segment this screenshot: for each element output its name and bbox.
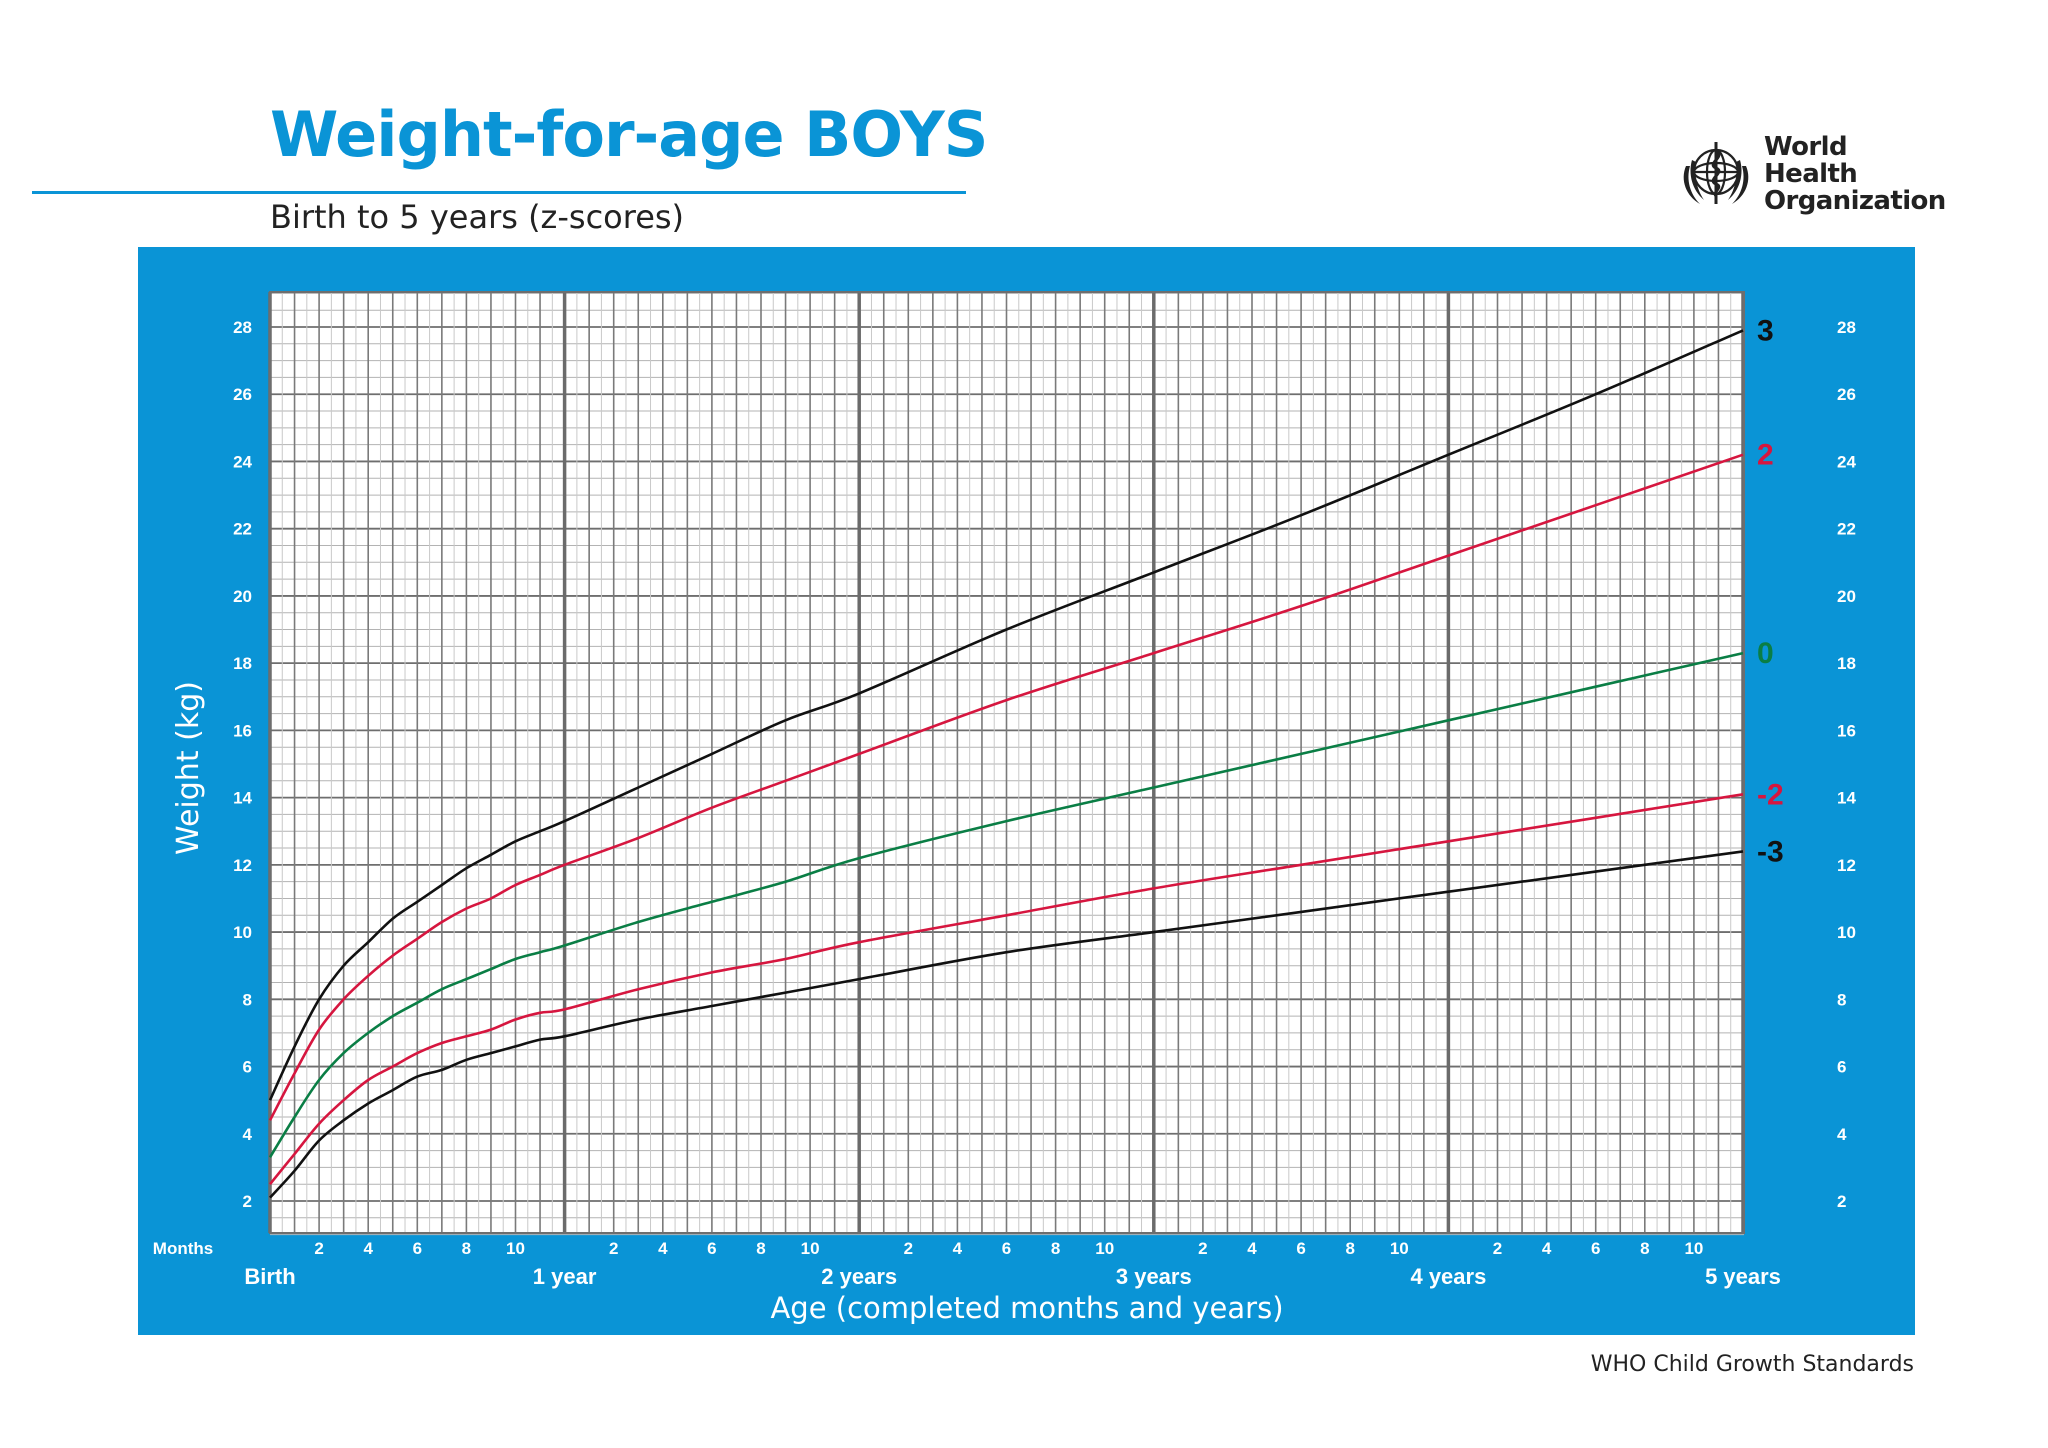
y-tick-label-left: 10 bbox=[233, 923, 252, 942]
x-year-label: 1 year bbox=[533, 1264, 597, 1289]
x-month-tick-label: 6 bbox=[413, 1239, 422, 1258]
y-tick-label-left: 12 bbox=[233, 856, 252, 875]
who-emblem-icon bbox=[1683, 142, 1749, 204]
y-tick-label-left: 22 bbox=[233, 520, 252, 539]
z-score-curve--3 bbox=[269, 850, 1744, 1199]
months-label: Months bbox=[153, 1239, 213, 1258]
z-score-label--3: -3 bbox=[1757, 835, 1784, 868]
x-month-tick-label: 4 bbox=[1542, 1239, 1552, 1258]
x-month-tick-label: 10 bbox=[1684, 1239, 1703, 1258]
x-year-label: 2 years bbox=[821, 1264, 897, 1289]
z-score-curve-2 bbox=[268, 453, 1744, 1121]
x-month-tick-label: 10 bbox=[801, 1239, 820, 1258]
axes: Weight (kg) Age (completed months and ye… bbox=[153, 318, 1857, 1325]
y-tick-label-left: 16 bbox=[233, 721, 252, 740]
x-month-tick-label: 2 bbox=[1198, 1239, 1207, 1258]
x-month-tick-label: 4 bbox=[363, 1239, 373, 1258]
y-tick-label-right: 20 bbox=[1837, 587, 1856, 606]
y-tick-label-right: 24 bbox=[1837, 452, 1856, 471]
y-tick-label-left: 8 bbox=[243, 990, 252, 1009]
z-score-label-0: 0 bbox=[1757, 637, 1774, 670]
z-score-curve--2 bbox=[268, 793, 1744, 1186]
z-score-label-2: 2 bbox=[1757, 439, 1774, 472]
z-score-label-3: 3 bbox=[1757, 314, 1774, 347]
x-month-tick-label: 6 bbox=[707, 1239, 716, 1258]
footer-source: WHO Child Growth Standards bbox=[1590, 1352, 1914, 1377]
y-tick-label-right: 14 bbox=[1837, 789, 1856, 808]
x-month-tick-label: 6 bbox=[1002, 1239, 1011, 1258]
x-month-tick-label: 8 bbox=[1640, 1239, 1649, 1258]
y-tick-label-right: 6 bbox=[1837, 1058, 1846, 1077]
title-underline bbox=[32, 191, 966, 194]
y-tick-label-right: 12 bbox=[1837, 856, 1856, 875]
x-month-tick-label: 8 bbox=[1345, 1239, 1354, 1258]
y-tick-label-left: 6 bbox=[243, 1058, 252, 1077]
chart-subtitle: Birth to 5 years (z-scores) bbox=[270, 198, 685, 236]
plot-border bbox=[269, 291, 1745, 1234]
x-month-tick-label: 10 bbox=[506, 1239, 525, 1258]
y-tick-label-right: 26 bbox=[1837, 385, 1856, 404]
z-score-curve-3 bbox=[268, 329, 1744, 1101]
x-axis-label: Age (completed months and years) bbox=[770, 1291, 1283, 1325]
chart-title: Weight-for-age BOYS bbox=[270, 98, 988, 171]
x-year-label: 3 years bbox=[1116, 1264, 1192, 1289]
who-logo-text: World Health Organization bbox=[1764, 131, 1946, 216]
x-month-tick-label: 10 bbox=[1390, 1239, 1409, 1258]
x-year-label: Birth bbox=[244, 1264, 295, 1289]
x-year-label: 5 years bbox=[1705, 1264, 1781, 1289]
y-tick-label-right: 10 bbox=[1837, 923, 1856, 942]
y-tick-label-right: 18 bbox=[1837, 654, 1856, 673]
x-month-tick-label: 4 bbox=[658, 1239, 668, 1258]
y-tick-label-right: 4 bbox=[1837, 1125, 1847, 1144]
x-month-tick-label: 8 bbox=[1051, 1239, 1060, 1258]
x-month-tick-label: 4 bbox=[1247, 1239, 1257, 1258]
y-tick-label-left: 2 bbox=[243, 1192, 252, 1211]
z-score-curves: 3 2 0 -2 -3 bbox=[268, 314, 1784, 1199]
y-tick-label-left: 28 bbox=[233, 318, 252, 337]
y-axis-label: Weight (kg) bbox=[171, 681, 206, 855]
x-month-tick-label: 8 bbox=[756, 1239, 765, 1258]
x-month-tick-label: 2 bbox=[609, 1239, 618, 1258]
y-tick-label-right: 28 bbox=[1837, 318, 1856, 337]
z-score-label--2: -2 bbox=[1757, 778, 1784, 811]
who-logo: World Health Organization bbox=[1676, 131, 1946, 216]
x-month-tick-label: 6 bbox=[1591, 1239, 1600, 1258]
x-month-tick-label: 4 bbox=[953, 1239, 963, 1258]
y-tick-label-left: 4 bbox=[243, 1125, 253, 1144]
grid bbox=[268, 291, 1745, 1236]
y-tick-label-left: 18 bbox=[233, 654, 252, 673]
x-month-tick-label: 8 bbox=[462, 1239, 471, 1258]
y-tick-label-right: 22 bbox=[1837, 520, 1856, 539]
x-month-tick-label: 2 bbox=[314, 1239, 323, 1258]
y-tick-label-left: 26 bbox=[233, 385, 252, 404]
x-year-label: 4 years bbox=[1410, 1264, 1486, 1289]
y-tick-label-left: 14 bbox=[233, 789, 252, 808]
y-tick-label-right: 2 bbox=[1837, 1192, 1846, 1211]
y-tick-label-right: 16 bbox=[1837, 721, 1856, 740]
y-tick-label-right: 8 bbox=[1837, 990, 1846, 1009]
x-month-tick-label: 10 bbox=[1095, 1239, 1114, 1258]
x-month-tick-label: 2 bbox=[904, 1239, 913, 1258]
y-tick-label-left: 20 bbox=[233, 587, 252, 606]
x-month-tick-label: 6 bbox=[1296, 1239, 1305, 1258]
z-score-curve-0 bbox=[268, 651, 1744, 1158]
y-tick-label-left: 24 bbox=[233, 452, 252, 471]
x-month-tick-label: 2 bbox=[1493, 1239, 1502, 1258]
